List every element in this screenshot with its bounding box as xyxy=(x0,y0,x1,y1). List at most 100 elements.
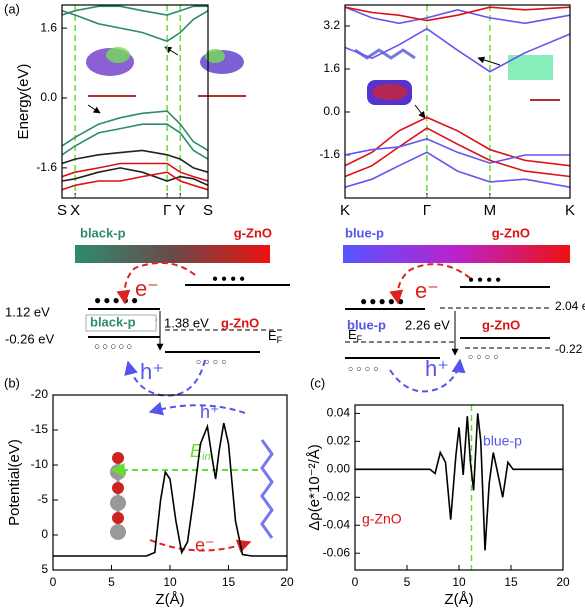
x-axis-label: Z(Å) xyxy=(444,591,473,608)
y-axis-label: Energy(eV) xyxy=(15,64,32,140)
colorbar-label: blue-p xyxy=(345,225,384,240)
y-tick-label: -15 xyxy=(31,422,49,436)
y-tick-label: 0.04 xyxy=(327,406,351,420)
x-tick-label: Γ xyxy=(163,202,171,219)
data-line xyxy=(62,123,208,160)
right-band-alignment: blue-p g-ZnO ●●●●● ●●●● ○○○○ ○○○○ 2.04 e… xyxy=(343,225,585,393)
colorbar-label: black-p xyxy=(80,225,126,240)
x-tick-label: M xyxy=(484,202,497,219)
y-tick-label: -0.04 xyxy=(323,517,351,531)
svg-text:○○○○○: ○○○○○ xyxy=(94,342,134,353)
data-line xyxy=(62,171,208,191)
data-line xyxy=(345,151,570,188)
svg-text:●●●●●: ●●●●● xyxy=(360,294,406,308)
x-tick-label: 10 xyxy=(452,575,466,589)
electron-label: e⁻ xyxy=(135,276,159,301)
layer-label: g-ZnO xyxy=(482,317,520,332)
fermi-label: EF xyxy=(348,327,363,344)
y-axis-label: Potential(eV) xyxy=(6,439,23,526)
y-tick-label: -1.6 xyxy=(36,160,57,174)
panel-label: (c) xyxy=(310,375,325,390)
data-line xyxy=(345,6,570,25)
y-axis-label: Δρ(e*10⁻²/Å) xyxy=(306,444,323,531)
y-tick-label: 0.0 xyxy=(40,90,57,104)
panel-label: (a) xyxy=(4,1,20,16)
x-tick-label: Γ xyxy=(423,202,431,219)
data-line xyxy=(345,127,570,178)
x-tick-label: S xyxy=(203,202,213,219)
y-tick-label: 1.6 xyxy=(40,20,57,34)
svg-text:●●●●●: ●●●●● xyxy=(94,293,140,307)
energy-label: 1.12 eV xyxy=(5,304,50,319)
y-tick-label: 5 xyxy=(41,562,48,576)
energy-label: -0.22 eV xyxy=(555,342,585,356)
gap-label: 2.26 eV xyxy=(405,317,450,332)
data-line xyxy=(345,6,570,22)
panel-b-annotations: Ein h⁺ e⁻ xyxy=(110,402,274,555)
y-tick-label: 1.6 xyxy=(323,61,340,75)
plot-frame xyxy=(354,404,564,571)
data-line xyxy=(345,138,570,164)
x-tick-label: 5 xyxy=(108,575,115,589)
inset-orbitals xyxy=(86,46,560,119)
y-tick-label: 0 xyxy=(41,527,48,541)
x-tick-label: 10 xyxy=(163,575,177,589)
x-tick-label: K xyxy=(340,202,350,219)
colorbar-label: g-ZnO xyxy=(492,225,530,240)
data-line xyxy=(62,149,208,173)
layer-label: blue-p xyxy=(347,317,386,332)
left-band-alignment: black-p g-ZnO ●●●●● ○○○○○ ●●●● ○○○○ 1.12… xyxy=(5,225,290,397)
hole-label: h⁺ xyxy=(425,356,449,381)
data-line xyxy=(62,5,208,16)
x-tick-label: 20 xyxy=(280,575,294,589)
data-line xyxy=(62,110,208,152)
fermi-label: EF xyxy=(268,328,283,345)
hole-label: h⁺ xyxy=(140,359,164,384)
y-tick-label: -1.6 xyxy=(319,147,340,161)
y-tick-label: 3.2 xyxy=(323,18,340,32)
plot-frame xyxy=(344,4,571,199)
data-line xyxy=(62,167,208,187)
x-tick-label: S xyxy=(57,202,67,219)
region-label: blue-p xyxy=(483,433,522,449)
x-tick-label: K xyxy=(565,202,575,219)
x-tick-label: 20 xyxy=(556,575,570,589)
y-tick-label: -0.06 xyxy=(323,545,351,559)
y-tick-label: 0.00 xyxy=(327,461,351,475)
y-tick-label: -0.02 xyxy=(323,489,351,503)
energy-label: -0.26 eV xyxy=(5,331,54,346)
layer-label: black-p xyxy=(90,314,136,329)
electron-label: e⁻ xyxy=(195,535,215,555)
x-axis-label: Z(Å) xyxy=(155,591,184,608)
data-line xyxy=(355,413,563,551)
y-tick-label: -10 xyxy=(31,457,49,471)
hole-label: h⁺ xyxy=(200,402,220,422)
y-tick-label: 0.02 xyxy=(327,434,351,448)
x-tick-label: X xyxy=(70,202,80,219)
x-tick-label: 5 xyxy=(404,575,411,589)
energy-label: 2.04 eV xyxy=(555,299,585,313)
colorbar-label: g-ZnO xyxy=(234,225,272,240)
svg-text:●●●●: ●●●● xyxy=(468,275,504,286)
region-label: g-ZnO xyxy=(362,511,402,527)
x-tick-label: Y xyxy=(175,202,185,219)
svg-text:●●●●: ●●●● xyxy=(212,274,248,285)
data-line xyxy=(345,116,570,167)
data-line xyxy=(62,9,208,43)
layer-label: g-ZnO xyxy=(221,315,259,330)
y-tick-label: -20 xyxy=(31,387,49,401)
svg-text:○○○○: ○○○○ xyxy=(348,363,382,373)
x-tick-label: 0 xyxy=(50,575,57,589)
electron-label: e⁻ xyxy=(415,278,439,303)
panel-label: (b) xyxy=(4,375,20,390)
svg-text:○○○○: ○○○○ xyxy=(468,351,502,361)
data-line xyxy=(62,162,208,182)
data-line xyxy=(53,422,287,557)
x-tick-label: 15 xyxy=(504,575,518,589)
x-tick-label: 15 xyxy=(222,575,236,589)
svg-text:○○○○: ○○○○ xyxy=(196,356,230,366)
y-tick-label: -5 xyxy=(37,492,48,506)
plot-frame xyxy=(52,394,288,571)
plot-frame xyxy=(61,4,209,199)
